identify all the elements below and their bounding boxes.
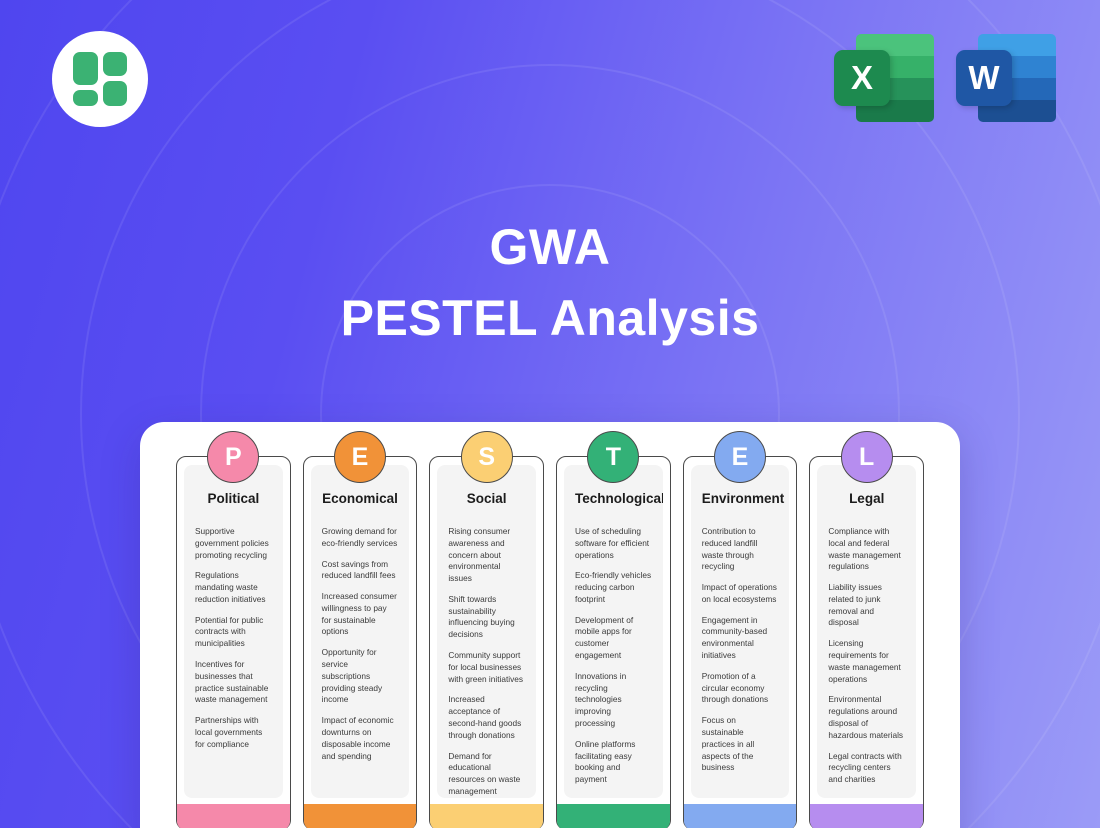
pestel-point: Environmental regulations around disposa… — [828, 694, 904, 740]
pestel-badge-technological: T — [587, 431, 640, 483]
pestel-point: Eco-friendly vehicles reducing carbon fo… — [575, 570, 652, 604]
pestel-card-title: Legal — [849, 491, 885, 506]
pestel-badge-environment: E — [714, 431, 767, 483]
pestel-card-environment[interactable]: E Environment Contribution to reduced land… — [682, 431, 798, 828]
pestel-card-title: Technological — [575, 491, 663, 506]
pestel-point-list: Rising consumer awareness and concern ab… — [448, 526, 525, 798]
pestel-point: Legal contracts with recycling centers a… — [828, 750, 902, 785]
pestel-panel: P Political Supportive government policies… — [140, 422, 960, 828]
pestel-point: Cost savings from reduced landfill fees — [321, 558, 396, 581]
pestel-card-political[interactable]: P Political Supportive government policies… — [176, 431, 291, 828]
pestel-card-color-bar — [430, 804, 544, 828]
pestel-badge-legal: L — [840, 431, 893, 483]
page-title: GWA PESTEL Analysis — [0, 218, 1100, 348]
pestel-point: Demand for educational resources on wast… — [448, 750, 521, 799]
pestel-point: Partnerships with local governments for … — [195, 715, 263, 749]
pestel-badge-economical: E — [334, 431, 386, 483]
pestel-card-title: Social — [466, 491, 507, 506]
title-line-1: GWA — [489, 219, 611, 275]
pestel-cards: P Political Supportive government policies… — [176, 431, 925, 828]
pestel-point: Innovations in recycling technologies im… — [575, 670, 627, 728]
pestel-point: Shift towards sustainability influencing… — [448, 593, 515, 640]
pestel-badge-social: S — [460, 431, 513, 483]
pestel-point: Growing demand for eco-friendly services — [321, 526, 398, 548]
pestel-point: Online platforms facilitating easy booki… — [575, 738, 636, 785]
pestel-point: Promotion of a circular economy through … — [701, 670, 769, 705]
pestel-point: Potential for public contracts with muni… — [195, 614, 264, 649]
pestel-point: Impact of operations on local ecosystems — [701, 582, 777, 604]
pestel-point: Liability issues related to junk removal… — [828, 582, 882, 628]
pestel-card-body: Economical Growing demand for eco-friendl… — [310, 465, 410, 798]
pestel-card-economical[interactable]: E Economical Growing demand for eco-friend… — [302, 431, 418, 828]
pestel-point: Engagement in community-based environmen… — [701, 614, 768, 661]
pestel-point-list: Growing demand for eco-friendly services… — [322, 526, 399, 762]
pestel-card-legal[interactable]: L Legal Compliance with local and federal … — [809, 431, 925, 828]
pestel-point: Contribution to reduced landfill waste t… — [701, 526, 758, 572]
pestel-point: Increased acceptance of second-hand good… — [448, 694, 522, 740]
pestel-card-color-bar — [683, 804, 797, 828]
pestel-card-social[interactable]: S Social Rising consumer awareness and con… — [429, 431, 545, 828]
pestel-point-list: Compliance with local and federal waste … — [828, 526, 905, 786]
pestel-point: Rising consumer awareness and concern ab… — [448, 526, 511, 584]
pestel-point: Development of mobile apps for customer … — [575, 614, 634, 661]
pestel-card-body: Environment Contribution to reduced landf… — [690, 465, 790, 798]
pestel-card-color-bar — [177, 804, 290, 828]
pestel-point-list: Use of scheduling software for efficient… — [575, 526, 652, 786]
pestel-card-title: Environment — [701, 491, 785, 506]
pestel-card-technological[interactable]: T Technological Use of scheduling software… — [556, 431, 671, 828]
pestel-point: Regulations mandating waste reduction in… — [195, 570, 266, 604]
grid-logo-icon — [52, 31, 148, 127]
pestel-point: Increased consumer willingness to pay fo… — [321, 591, 397, 637]
pestel-point: Supportive government policies promoting… — [195, 526, 269, 560]
pestel-card-color-bar — [810, 804, 924, 828]
pestel-card-title: Economical — [322, 491, 398, 506]
excel-icon-letter: X — [834, 50, 890, 106]
pestel-card-body: Technological Use of scheduling software … — [564, 465, 663, 798]
pestel-point: Focus on sustainable practices in all as… — [701, 715, 755, 773]
pestel-card-body: Political Supportive government policies … — [184, 465, 283, 798]
pestel-point-list: Contribution to reduced landfill waste t… — [702, 526, 779, 774]
title-line-2: PESTEL Analysis — [340, 290, 760, 346]
pestel-point: Community support for local businesses w… — [448, 650, 524, 684]
pestel-badge-political: P — [207, 431, 260, 483]
pestel-card-body: Legal Compliance with local and federal w… — [817, 465, 917, 798]
word-icon-letter: W — [956, 50, 1012, 106]
pestel-card-title: Political — [207, 491, 260, 506]
pestel-card-color-bar — [557, 804, 670, 828]
pestel-card-body: Social Rising consumer awareness and conc… — [437, 465, 537, 798]
word-icon[interactable]: W — [956, 28, 1056, 122]
pestel-point: Opportunity for service subscriptions pr… — [321, 647, 383, 705]
pestel-point: Use of scheduling software for efficient… — [575, 526, 650, 560]
pestel-point: Incentives for businesses that practice … — [195, 659, 269, 705]
pestel-point: Impact of economic downturns on disposab… — [321, 715, 394, 761]
pestel-point-list: Supportive government policies promoting… — [195, 526, 272, 751]
pestel-card-color-bar — [303, 804, 417, 828]
pestel-point: Licensing requirements for waste managem… — [828, 638, 901, 684]
pestel-point: Compliance with local and federal waste … — [828, 526, 901, 572]
excel-icon[interactable]: X — [834, 28, 934, 122]
office-icons-group: X W — [834, 28, 1056, 122]
